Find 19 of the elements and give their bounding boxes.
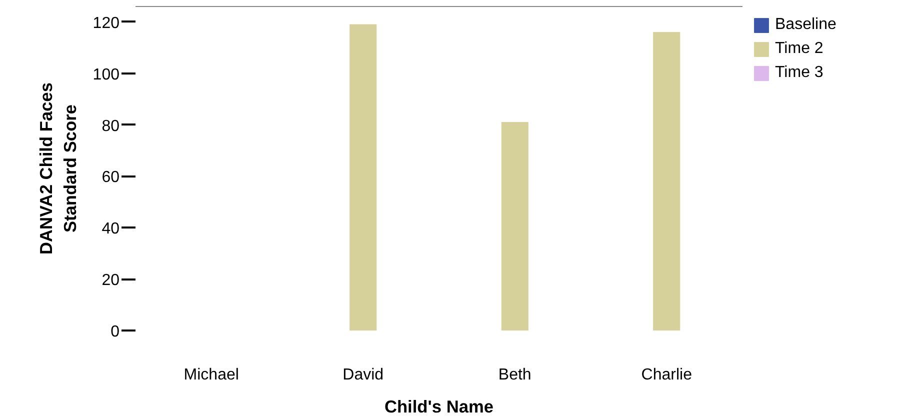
y-tick-label: 20	[102, 272, 120, 290]
y-tick-label: 40	[102, 220, 120, 238]
y-tick-label: 60	[102, 169, 120, 186]
legend-label: Baseline	[775, 16, 836, 34]
bar	[653, 32, 680, 330]
bar	[501, 122, 528, 330]
y-tick-label: 80	[102, 118, 120, 135]
y-axis-title: DANVA2 Child Faces Standard Score	[36, 82, 80, 255]
y-tick-label: 120	[92, 14, 120, 32]
x-tick-label: Beth	[498, 366, 532, 384]
y-tick-label: 100	[92, 66, 120, 84]
bar	[350, 24, 377, 330]
y-tick-label: 0	[110, 324, 120, 340]
x-tick-label: David	[342, 366, 384, 384]
legend-label: Time 3	[775, 64, 824, 82]
x-tick-label: Charlie	[641, 366, 692, 384]
legend-label: Time 2	[775, 40, 824, 58]
x-axis-title: Child's Name	[384, 396, 494, 416]
x-tick-label: Michael	[184, 366, 239, 384]
